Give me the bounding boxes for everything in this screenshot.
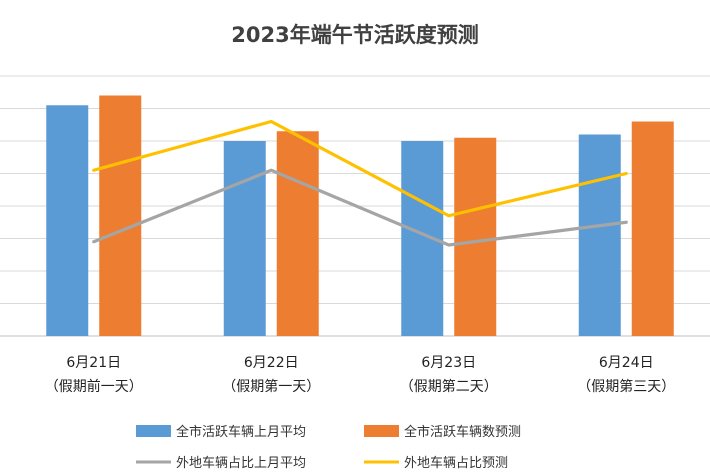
bar-forecast-4	[631, 121, 674, 336]
lines	[92, 119, 628, 247]
legend-label: 外地车辆占比上月平均	[176, 455, 306, 471]
legend-label: 全市活跃车辆数预测	[404, 424, 521, 440]
x-tick-label-date: 6月21日	[66, 355, 121, 371]
x-tick-label-date: 6月22日	[244, 355, 299, 371]
bar-forecast-2	[276, 131, 319, 336]
x-tick-label-note: （假期前一天）	[45, 378, 143, 395]
x-tick-label-note: （假期第二天）	[400, 378, 498, 395]
x-tick-label-date: 6月23日	[421, 355, 476, 371]
line-nonlocal-forecast	[92, 119, 628, 218]
bar-forecast-3	[454, 137, 497, 336]
bar-monthly-avg-2	[223, 141, 266, 336]
legend-label: 外地车辆占比预测	[404, 455, 508, 471]
legend-item: 全市活跃车辆数预测	[364, 424, 521, 440]
chart-title: 2023年端午节活跃度预测	[231, 23, 478, 47]
bar-monthly-avg-4	[578, 134, 621, 336]
legend-item: 全市活跃车辆上月平均	[136, 424, 306, 440]
bar-monthly-avg-1	[46, 105, 89, 336]
x-axis-labels: 6月21日 （假期前一天） 6月22日 （假期第一天） 6月23日 （假期第二天） 6月24…	[45, 355, 676, 395]
legend-label: 全市活跃车辆上月平均	[176, 424, 306, 440]
legend-swatch	[136, 425, 171, 437]
legend-item: 外地车辆占比上月平均	[136, 455, 306, 471]
legend-swatch	[364, 425, 399, 437]
x-tick-label-note: （假期第一天）	[222, 378, 320, 395]
line-nonlocal-monthly-avg	[92, 168, 628, 247]
x-tick-label-date: 6月24日	[599, 355, 654, 371]
legend-item: 外地车辆占比预测	[364, 455, 508, 471]
x-tick-label-note: （假期第三天）	[577, 378, 675, 395]
bar-forecast-1	[99, 95, 142, 336]
bars	[46, 95, 674, 336]
